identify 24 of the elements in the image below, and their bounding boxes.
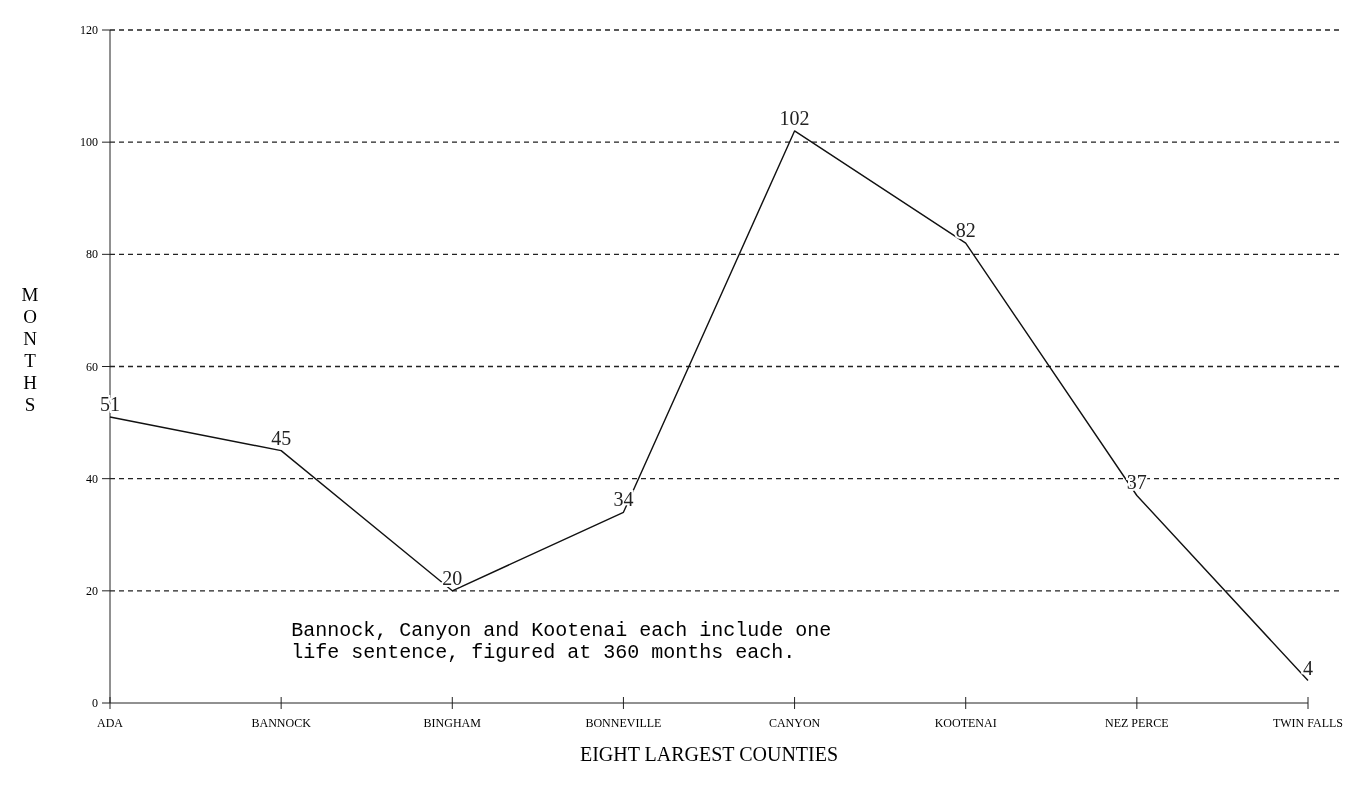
x-tick-label: BINGHAM <box>423 716 482 730</box>
y-tick-label: 40 <box>86 471 98 486</box>
y-tick-label: 80 <box>86 247 98 262</box>
y-axis-title: MONTHS <box>21 283 39 415</box>
data-label: 102 <box>779 106 810 129</box>
x-tick-label: BONNEVILLE <box>585 716 662 730</box>
x-tick-label: BANNOCK <box>251 716 312 730</box>
data-label: 51 <box>100 392 120 415</box>
y-tick-label: 120 <box>80 23 98 37</box>
x-tick-label: NEZ PERCE <box>1105 716 1169 730</box>
y-tick-label: 20 <box>86 583 98 598</box>
y-tick-label: 0 <box>92 696 98 710</box>
x-axis-title: EIGHT LARGEST COUNTIES <box>579 743 839 765</box>
data-label: 4 <box>1303 656 1313 679</box>
data-label: 45 <box>271 426 292 449</box>
y-tick-label: 100 <box>80 135 98 150</box>
x-tick-label: KOOTENAI <box>934 716 997 730</box>
annotation: Bannock, Canyon and Kootenai each include one life sentence, figured at 360 months each. <box>291 618 832 664</box>
x-tick-label: CANYON <box>768 716 821 730</box>
x-tick-label: TWIN FALLS <box>1272 716 1344 730</box>
data-label: 82 <box>955 219 976 242</box>
data-label: 20 <box>442 566 463 589</box>
y-tick-label: 60 <box>86 359 98 374</box>
x-tick-label: ADA <box>97 716 124 730</box>
